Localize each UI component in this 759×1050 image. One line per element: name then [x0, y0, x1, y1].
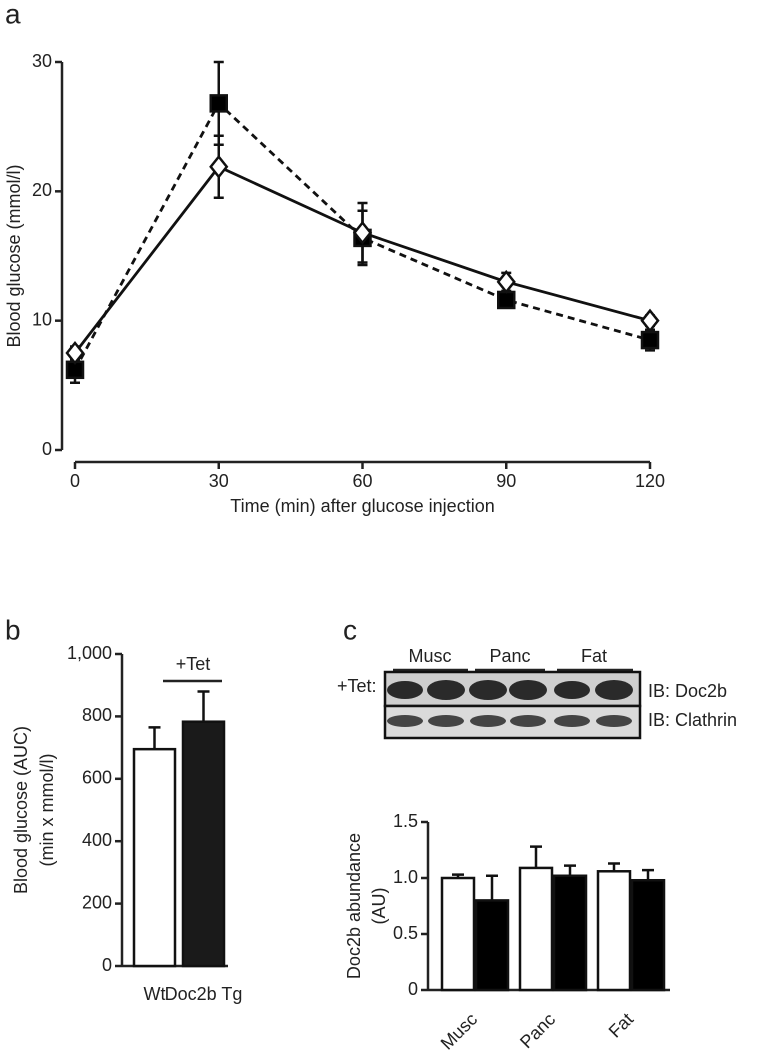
x-tick-label: Musc: [437, 1009, 482, 1050]
bands: [387, 680, 633, 700]
panel-label: a: [5, 0, 21, 29]
marker: [352, 220, 373, 245]
y-tick-label: 1,000: [67, 643, 112, 663]
y-tick-label: 0: [42, 439, 52, 459]
y-tick-label: 1.0: [393, 867, 418, 887]
tissue-label: Fat: [581, 646, 607, 666]
bar: [474, 899, 510, 992]
bar: [181, 720, 226, 968]
x-tick-label: 60: [352, 471, 372, 491]
error-bar: [564, 864, 576, 876]
x-tick-label: Doc2b Tg: [165, 984, 243, 1004]
panel-label: b: [5, 614, 21, 645]
y-tick-label: 0: [102, 955, 112, 975]
y-tick-label: 200: [82, 892, 112, 912]
y-axis-label: Blood glucose (mmol/l): [4, 164, 24, 347]
y-tick-label: 800: [82, 705, 112, 725]
row-label: IB: Doc2b: [648, 681, 727, 701]
y-axis-label: (AU): [369, 888, 389, 925]
panel-label: c: [343, 614, 357, 645]
y-tick-label: 20: [32, 180, 52, 200]
marker: [209, 154, 229, 179]
marker: [640, 330, 660, 350]
marker: [497, 290, 516, 310]
tissue-label: Musc: [408, 646, 451, 666]
bands: [387, 715, 632, 727]
y-tick-label: 0.5: [393, 923, 418, 943]
error-bar: [642, 868, 654, 881]
x-tick-label: Wt: [144, 984, 166, 1004]
y-tick-label: 0: [408, 979, 418, 999]
error-bar: [148, 726, 161, 750]
x-tick-label: Panc: [516, 1009, 559, 1050]
y-tick-label: 30: [32, 51, 52, 71]
y-tick-label: 10: [32, 309, 52, 329]
y-axis-label: (min x mmol/l): [37, 754, 57, 867]
y-tick-label: 1.5: [393, 811, 418, 831]
y-tick-label: 400: [82, 830, 112, 850]
x-tick-label: 0: [70, 471, 80, 491]
x-tick-label: 30: [209, 471, 229, 491]
bar: [132, 747, 177, 968]
bar: [440, 876, 476, 992]
y-axis-label: Blood glucose (AUC): [11, 726, 31, 894]
row-label: IB: Clathrin: [648, 710, 737, 730]
x-tick-label: Fat: [605, 1009, 638, 1042]
bar: [596, 870, 632, 992]
annotation: +Tet: [176, 654, 211, 674]
y-tick-label: 600: [82, 768, 112, 788]
error-bar: [197, 690, 210, 722]
y-axis-label: Doc2b abundance: [344, 833, 364, 979]
x-tick-label: 120: [635, 471, 665, 491]
error-bar: [530, 845, 542, 868]
marker: [496, 269, 516, 294]
bar: [552, 874, 588, 992]
bar: [630, 878, 666, 992]
treatment-label: +Tet:: [337, 676, 377, 696]
x-tick-label: 90: [496, 471, 516, 491]
marker: [209, 94, 228, 113]
bar: [518, 866, 554, 992]
marker: [65, 340, 85, 366]
x-axis-label: Time (min) after glucose injection: [230, 496, 494, 516]
error-bar: [608, 862, 620, 872]
error-bar: [486, 874, 498, 901]
marker: [640, 308, 660, 333]
tissue-label: Panc: [489, 646, 530, 666]
blot: Musc Panc Fat +Tet: Wt Tg Wt Tg Wt Tg IB…: [337, 646, 737, 740]
